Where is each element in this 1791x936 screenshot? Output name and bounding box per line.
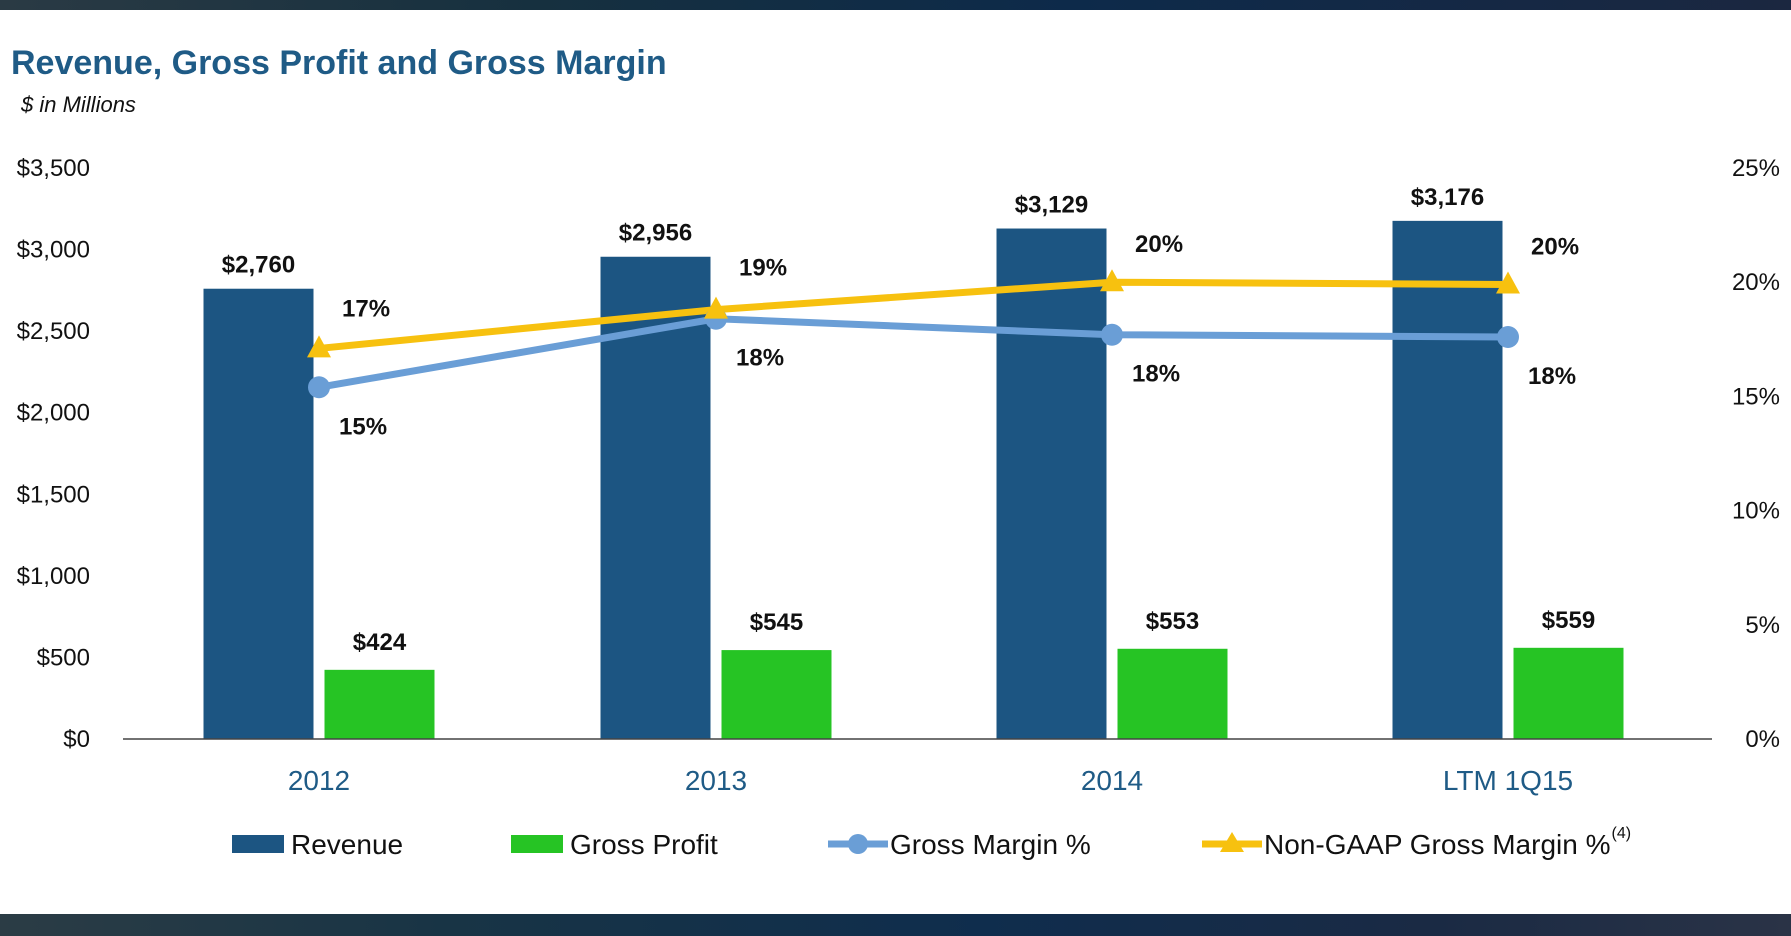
legend-marker-non-gaap — [1220, 832, 1244, 852]
gross-profit-data-label: $545 — [750, 609, 803, 636]
gross-profit-bar — [721, 650, 832, 739]
gross-profit-bar — [1117, 648, 1228, 739]
y-left-tick-label: $3,000 — [17, 237, 90, 264]
legend-swatch-revenue — [232, 835, 284, 853]
revenue-data-label: $2,760 — [222, 252, 295, 279]
gross-profit-data-label: $553 — [1146, 608, 1199, 635]
non-gaap-margin-point — [704, 296, 728, 319]
revenue-data-label: $3,129 — [1015, 192, 1088, 219]
non-gaap-margin-data-label: 20% — [1135, 231, 1183, 258]
legend-marker-gross-margin — [848, 834, 868, 854]
top-decorative-band — [0, 0, 1791, 10]
legend-label-non-gaap: Non-GAAP Gross Margin % — [1264, 829, 1611, 860]
bottom-decorative-band — [0, 914, 1791, 936]
y-right-tick-label: 0% — [1745, 726, 1780, 753]
y-left-tick-label: $3,500 — [17, 155, 90, 182]
y-right-tick-label: 20% — [1732, 269, 1780, 296]
non-gaap-margin-data-label: 19% — [739, 255, 787, 282]
non-gaap-margin-data-label: 17% — [342, 295, 390, 322]
y-right-tick-label: 10% — [1732, 498, 1780, 525]
legend-swatch-gross-profit — [511, 835, 563, 853]
gross-profit-data-label: $559 — [1542, 607, 1595, 634]
x-category-label: LTM 1Q15 — [1443, 765, 1573, 796]
y-left-tick-label: $1,000 — [17, 563, 90, 590]
non-gaap-margin-data-label: 20% — [1531, 233, 1579, 260]
gross-margin-line — [318, 315, 1509, 391]
y-left-tick-label: $1,500 — [17, 481, 90, 508]
x-category-label: 2014 — [1081, 765, 1143, 796]
revenue-bar — [1392, 220, 1503, 740]
y-right-tick-label: 5% — [1745, 612, 1780, 639]
chart-title: Revenue, Gross Profit and Gross Margin — [11, 44, 667, 82]
legend-label-revenue: Revenue — [291, 829, 403, 860]
non-gaap-margin-point — [307, 335, 331, 358]
non-gaap-margin-point — [1100, 269, 1124, 292]
y-left-tick-label: $2,000 — [17, 400, 90, 427]
gross-margin-point — [1497, 326, 1519, 349]
y-right-tick-label: 25% — [1732, 155, 1780, 182]
gross-profit-bar — [324, 669, 435, 739]
revenue-bar — [203, 288, 314, 739]
x-category-label: 2012 — [288, 765, 350, 796]
y-left-tick-label: $500 — [37, 644, 90, 671]
legend-label-gross-margin: Gross Margin % — [890, 829, 1091, 860]
gross-margin-point — [1101, 323, 1123, 346]
gross-profit-data-label: $424 — [353, 629, 407, 656]
gross-margin-data-label: 18% — [736, 345, 784, 372]
y-left-tick-label: $0 — [63, 726, 90, 753]
legend-label-gross-profit: Gross Profit — [570, 829, 718, 860]
chart-subtitle: $ in Millions — [21, 92, 136, 117]
y-right-tick-label: 15% — [1732, 383, 1780, 410]
revenue-data-label: $3,176 — [1411, 184, 1484, 211]
gross-margin-data-label: 15% — [339, 413, 387, 440]
non-gaap-margin-point — [1496, 271, 1520, 294]
x-category-label: 2013 — [685, 765, 747, 796]
y-left-tick-label: $2,500 — [17, 318, 90, 345]
gross-margin-point — [308, 376, 330, 399]
revenue-bar — [996, 228, 1107, 739]
gross-profit-bar — [1513, 647, 1624, 739]
non-gaap-margin-line — [318, 278, 1509, 352]
gross-margin-data-label: 18% — [1528, 363, 1576, 390]
gross-margin-data-label: 18% — [1132, 361, 1180, 388]
revenue-data-label: $2,956 — [619, 220, 692, 247]
legend-footnote-marker: (4) — [1612, 825, 1632, 842]
